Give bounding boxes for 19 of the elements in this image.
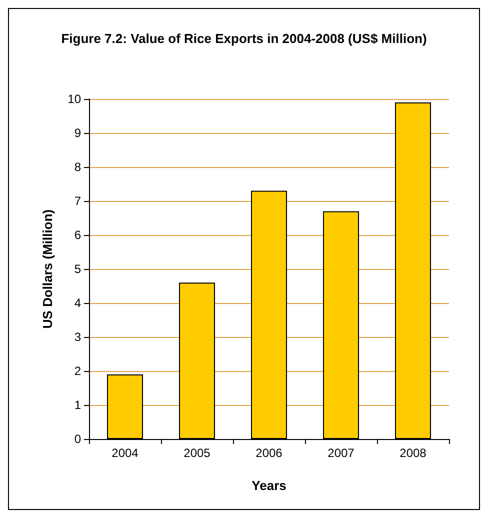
y-tick-label: 2 <box>74 364 82 378</box>
y-tick-label: 9 <box>74 126 82 140</box>
y-axis-title: US Dollars (Million) <box>40 209 55 329</box>
y-tick-label: 0 <box>74 432 82 446</box>
y-tick-label: 7 <box>74 194 82 208</box>
x-tick-label: 2006 <box>256 446 283 460</box>
x-axis-title: Years <box>252 478 286 493</box>
y-tick-label: 4 <box>74 296 82 310</box>
chart-title: Figure 7.2: Value of Rice Exports in 2004-2008 (US$ Million) <box>61 31 427 46</box>
x-tick-label: 2004 <box>112 446 139 460</box>
y-tick-label: 1 <box>74 398 82 412</box>
y-tick-label: 8 <box>74 160 82 174</box>
x-tick-label: 2007 <box>328 446 355 460</box>
x-tick-label: 2005 <box>184 446 211 460</box>
y-tick-label: 5 <box>74 262 82 276</box>
y-tick-label: 6 <box>74 228 82 242</box>
y-tick-label: 3 <box>74 330 82 344</box>
x-tick-label: 2008 <box>400 446 427 460</box>
y-tick-label: 10 <box>68 92 82 106</box>
